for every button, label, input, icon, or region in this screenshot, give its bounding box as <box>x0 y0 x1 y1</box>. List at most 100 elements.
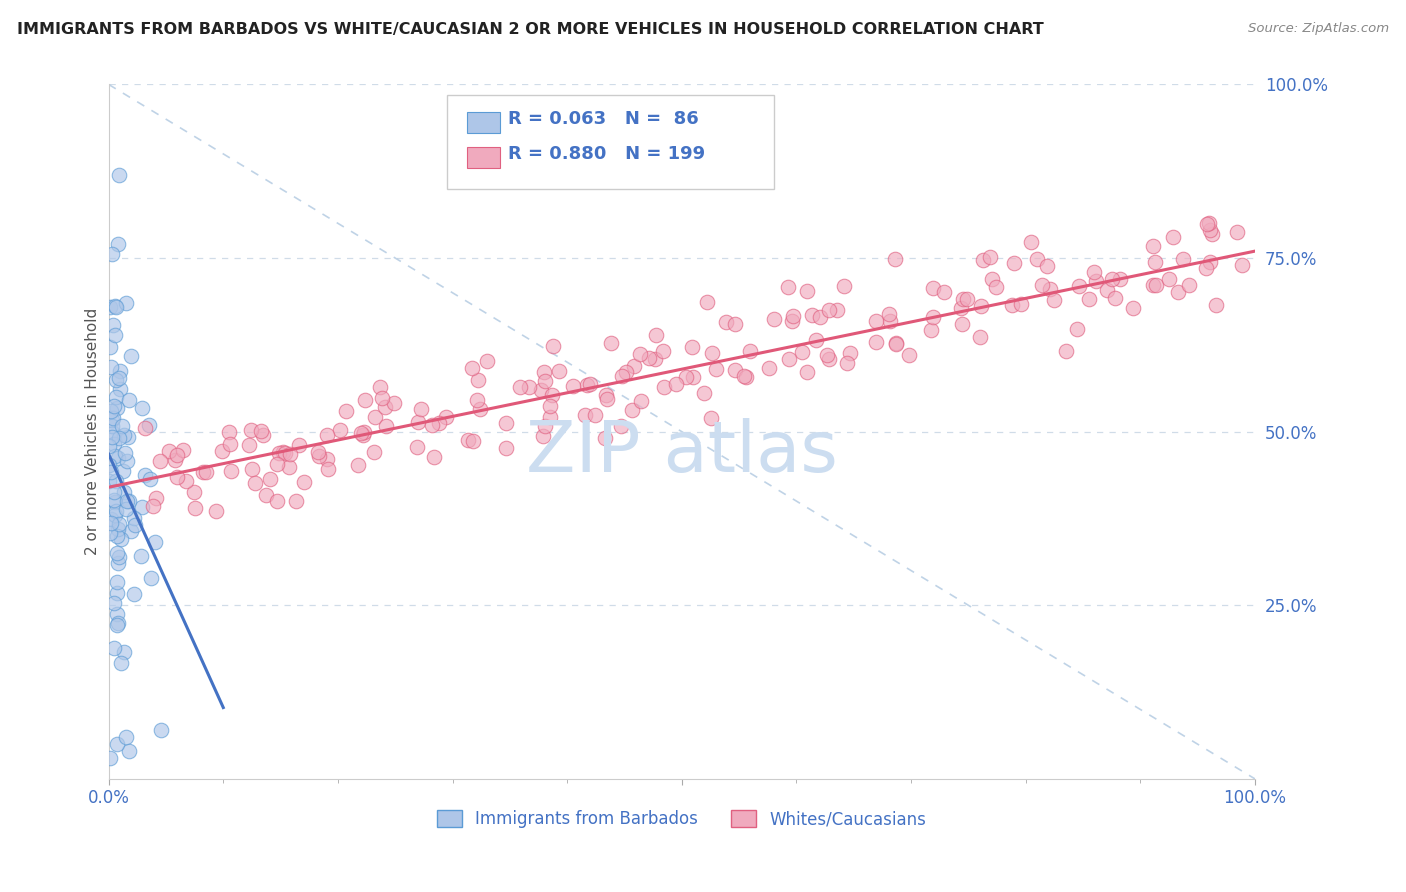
Point <box>165 453 187 467</box>
Point <box>547 364 569 378</box>
Point <box>1043 293 1066 307</box>
Point <box>101 411 124 425</box>
Point <box>131 500 153 514</box>
Point <box>104 327 127 342</box>
Point <box>101 430 124 444</box>
Point <box>292 475 315 489</box>
Point <box>1054 343 1077 358</box>
Point <box>461 434 484 449</box>
Point <box>105 586 128 600</box>
Text: R = 0.063   N =  86: R = 0.063 N = 86 <box>508 111 699 128</box>
Point <box>1084 274 1107 288</box>
Point <box>114 644 136 658</box>
Point <box>350 425 373 440</box>
Point <box>818 302 841 317</box>
Point <box>792 345 814 359</box>
Point <box>98 526 121 541</box>
Point <box>1195 217 1218 231</box>
Point <box>219 464 242 478</box>
Point <box>600 335 623 350</box>
Point <box>609 418 631 433</box>
Point <box>533 365 555 379</box>
Point <box>353 393 375 408</box>
Point <box>620 403 643 417</box>
Point <box>422 450 444 465</box>
Point <box>374 419 396 434</box>
Point <box>316 452 339 467</box>
Point <box>1142 277 1164 292</box>
Point <box>665 376 688 391</box>
Point <box>1036 260 1059 274</box>
Text: Source: ZipAtlas.com: Source: ZipAtlas.com <box>1249 22 1389 36</box>
Point <box>347 458 370 472</box>
Point <box>112 428 135 442</box>
Point <box>1230 258 1253 272</box>
Point <box>1198 216 1220 230</box>
Point <box>266 458 288 472</box>
Point <box>315 428 337 442</box>
Point <box>530 383 553 397</box>
Point <box>1067 278 1090 293</box>
Point <box>955 292 977 306</box>
Point <box>886 336 908 351</box>
Point <box>98 458 121 472</box>
Point <box>166 469 188 483</box>
Point <box>107 371 129 385</box>
Point <box>238 438 260 452</box>
Point <box>274 445 297 459</box>
Point <box>211 444 233 458</box>
Point <box>104 495 127 509</box>
Point <box>105 474 128 488</box>
Point <box>382 396 405 410</box>
Point <box>1095 283 1118 297</box>
Point <box>97 439 120 453</box>
Point <box>623 359 645 373</box>
Point <box>118 392 141 407</box>
Point <box>105 373 128 387</box>
Point <box>467 374 489 388</box>
Point <box>782 309 804 323</box>
Point <box>1144 255 1167 269</box>
Point <box>105 617 128 632</box>
Point <box>561 379 583 393</box>
Point <box>610 368 633 383</box>
Point <box>538 399 561 413</box>
Point <box>269 445 291 459</box>
Point <box>724 318 747 332</box>
Point <box>579 376 602 391</box>
Point <box>122 511 145 525</box>
Point <box>105 401 128 415</box>
Point <box>1198 222 1220 236</box>
Point <box>865 335 887 350</box>
Point <box>259 471 281 485</box>
Point <box>308 449 330 463</box>
Point <box>98 340 121 354</box>
Point <box>1122 301 1144 315</box>
Point <box>702 345 724 359</box>
Point <box>101 419 124 434</box>
Point <box>98 751 121 765</box>
Point <box>796 365 818 379</box>
Point <box>540 388 562 402</box>
Point <box>353 425 375 439</box>
Point <box>682 370 704 384</box>
FancyBboxPatch shape <box>447 95 773 188</box>
Point <box>461 361 484 376</box>
Point <box>734 369 756 384</box>
Point <box>832 278 855 293</box>
Point <box>316 462 339 476</box>
Point <box>145 491 167 505</box>
Point <box>465 393 488 408</box>
Point <box>176 475 198 489</box>
Point <box>593 432 616 446</box>
Point <box>329 423 352 437</box>
Point <box>100 404 122 418</box>
Point <box>644 352 666 367</box>
Point <box>950 317 973 331</box>
Point <box>411 402 433 417</box>
Point <box>364 410 387 425</box>
Point <box>984 280 1007 294</box>
Point <box>468 402 491 417</box>
Point <box>534 419 557 434</box>
Point <box>897 348 920 362</box>
